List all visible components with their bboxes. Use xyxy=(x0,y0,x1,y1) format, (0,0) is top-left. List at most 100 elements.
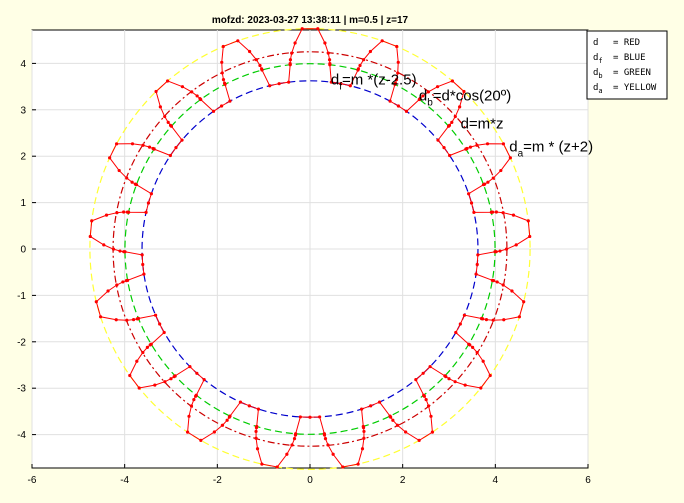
profile-point xyxy=(180,85,185,89)
profile-point xyxy=(211,109,216,113)
profile-point xyxy=(380,39,384,43)
profile-point xyxy=(137,386,141,390)
y-tick-label: 3 xyxy=(20,105,26,116)
profile-point xyxy=(501,283,505,287)
profile-point xyxy=(117,168,121,173)
profile-point xyxy=(220,60,224,64)
profile-point xyxy=(501,142,506,146)
profile-point xyxy=(504,247,509,251)
profile-point xyxy=(146,201,151,205)
profile-point xyxy=(163,114,167,119)
profile-point xyxy=(254,429,258,434)
x-tick-label: 6 xyxy=(585,475,591,486)
y-tick-label: 0 xyxy=(20,245,26,256)
profile-point xyxy=(447,377,451,381)
profile-point xyxy=(514,243,518,247)
profile-point xyxy=(393,81,398,85)
profile-point xyxy=(102,243,106,247)
profile-point xyxy=(329,80,333,84)
profile-point xyxy=(123,250,127,254)
profile-point xyxy=(114,142,119,146)
profile-point xyxy=(212,430,216,434)
profile-point xyxy=(114,318,118,322)
profile-point xyxy=(528,234,532,239)
profile-point xyxy=(287,80,291,84)
profile-point xyxy=(285,452,289,456)
profile-point xyxy=(421,371,425,375)
profile-point xyxy=(288,63,292,67)
profile-point xyxy=(131,318,136,322)
profile-point xyxy=(290,443,294,447)
profile-point xyxy=(221,44,225,49)
profile-point xyxy=(136,316,141,321)
profile-point xyxy=(290,51,294,55)
profile-point xyxy=(395,423,400,427)
profile-point xyxy=(476,253,480,257)
y-tick-label: -1 xyxy=(17,291,26,302)
profile-point xyxy=(140,253,144,257)
profile-point xyxy=(474,272,478,276)
profile-point xyxy=(169,377,173,381)
profile-point xyxy=(111,247,116,251)
profile-point xyxy=(154,89,158,94)
profile-point xyxy=(395,44,399,49)
profile-point xyxy=(356,462,360,466)
annotation-label: db=d*cos(20º) xyxy=(419,88,511,109)
profile-point xyxy=(293,41,297,45)
profile-point xyxy=(475,350,479,355)
profile-point xyxy=(199,438,203,442)
profile-point xyxy=(362,436,366,440)
profile-point xyxy=(115,283,119,287)
profile-point xyxy=(158,322,162,326)
profile-point xyxy=(153,383,157,387)
profile-point xyxy=(369,404,373,408)
profile-point xyxy=(141,350,145,355)
profile-point xyxy=(187,414,191,418)
profile-point xyxy=(396,60,400,64)
profile-point xyxy=(130,180,134,184)
profile-point xyxy=(106,289,110,293)
profile-point xyxy=(130,142,135,146)
profile-point xyxy=(275,465,279,469)
profile-point xyxy=(141,262,145,267)
profile-point xyxy=(495,280,499,284)
profile-point xyxy=(339,82,343,86)
profile-point xyxy=(135,359,139,363)
profile-point xyxy=(396,104,401,108)
profile-point xyxy=(502,318,506,322)
profile-point xyxy=(368,49,372,54)
profile-point xyxy=(462,89,466,94)
profile-point xyxy=(362,429,366,434)
profile-point xyxy=(220,71,224,75)
profile-point xyxy=(467,192,471,196)
profile-point xyxy=(481,317,485,321)
profile-point xyxy=(165,79,170,83)
profile-point xyxy=(454,330,458,335)
y-tick-label: 1 xyxy=(20,198,26,209)
profile-point xyxy=(122,210,126,214)
profile-point xyxy=(190,90,194,94)
profile-point xyxy=(430,430,435,434)
profile-point xyxy=(189,404,194,408)
circle-dd xyxy=(141,80,479,418)
profile-point xyxy=(428,364,432,369)
profile-point xyxy=(148,343,152,347)
profile-point xyxy=(294,432,298,436)
profile-point xyxy=(326,443,330,447)
profile-point xyxy=(219,104,224,108)
profile-point xyxy=(361,424,365,429)
chart-title: mofzd: 2023-03-27 13:38:11 | m=0.5 | z=1… xyxy=(212,15,409,26)
annotation-label: da=m * (z+2) xyxy=(509,139,593,160)
profile-point xyxy=(436,138,440,142)
profile-point xyxy=(225,418,229,422)
profile-point xyxy=(417,97,421,102)
profile-point xyxy=(414,378,418,382)
profile-point xyxy=(458,322,462,326)
profile-point xyxy=(173,374,177,378)
profile-point xyxy=(168,153,172,158)
profile-point xyxy=(254,426,259,430)
profile-point xyxy=(491,176,495,180)
profile-point xyxy=(220,423,225,427)
profile-point xyxy=(98,315,103,319)
